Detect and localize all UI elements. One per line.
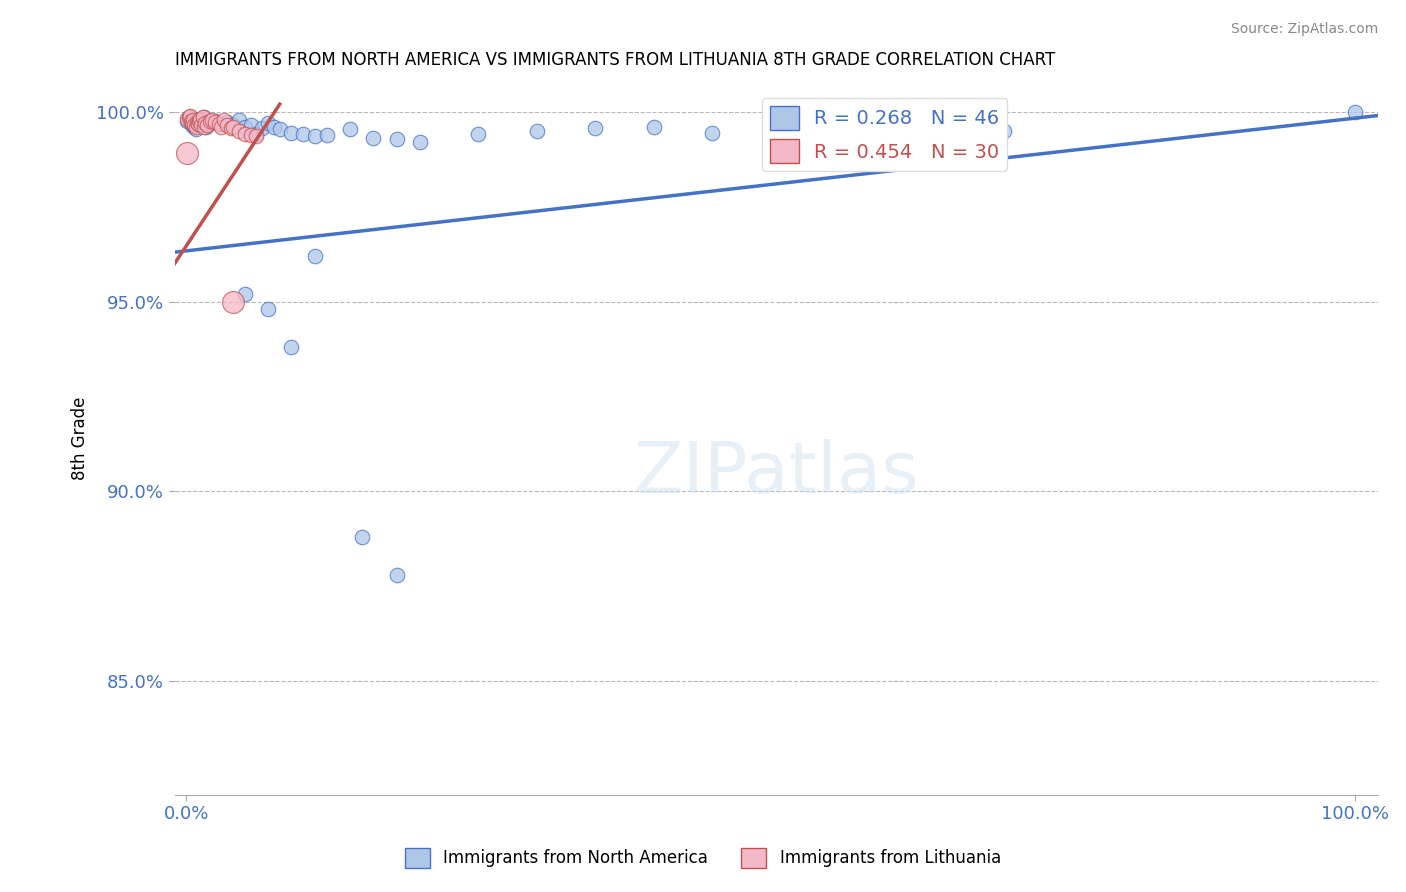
Point: [186, 115, 208, 129]
Point: [204, 115, 226, 129]
Point: [263, 120, 285, 134]
Point: [315, 128, 337, 143]
Point: [339, 121, 361, 136]
Point: [252, 120, 274, 135]
Point: [209, 120, 232, 134]
Point: [181, 116, 204, 130]
Point: [245, 128, 267, 142]
Point: [280, 126, 302, 140]
Point: [217, 115, 239, 129]
Point: [176, 114, 198, 128]
Point: [177, 112, 200, 127]
Point: [188, 114, 211, 128]
Point: [198, 114, 221, 128]
Point: [643, 120, 665, 134]
Point: [204, 114, 226, 128]
Point: [350, 530, 373, 544]
Point: [217, 118, 239, 132]
Point: [195, 118, 218, 132]
Point: [361, 130, 384, 145]
Legend: R = 0.268   N = 46, R = 0.454   N = 30: R = 0.268 N = 46, R = 0.454 N = 30: [762, 98, 1007, 171]
Point: [233, 287, 256, 301]
Point: [876, 126, 898, 140]
Point: [239, 128, 262, 143]
Point: [181, 113, 204, 128]
Point: [222, 120, 245, 134]
Point: [212, 113, 235, 128]
Point: [181, 118, 204, 132]
Text: IMMIGRANTS FROM NORTH AMERICA VS IMMIGRANTS FROM LITHUANIA 8TH GRADE CORRELATION: IMMIGRANTS FROM NORTH AMERICA VS IMMIGRA…: [174, 51, 1054, 69]
Point: [181, 113, 204, 128]
Point: [219, 120, 242, 135]
Point: [187, 117, 209, 131]
Point: [179, 108, 201, 122]
Point: [179, 111, 201, 125]
Point: [193, 111, 215, 125]
Point: [700, 126, 723, 140]
Point: [191, 111, 214, 125]
Point: [304, 249, 326, 263]
Point: [269, 121, 291, 136]
Point: [208, 117, 231, 131]
Point: [187, 117, 209, 131]
Point: [1344, 104, 1367, 119]
Point: [180, 114, 202, 128]
Text: ZIPatlas: ZIPatlas: [634, 440, 920, 508]
Point: [194, 116, 217, 130]
Point: [177, 111, 200, 125]
Point: [993, 124, 1015, 138]
Point: [193, 120, 215, 134]
Point: [222, 294, 245, 309]
Point: [188, 114, 211, 128]
Point: [188, 112, 211, 127]
Point: [184, 120, 207, 134]
Legend: Immigrants from North America, Immigrants from Lithuania: Immigrants from North America, Immigrant…: [398, 841, 1008, 875]
Point: [239, 118, 262, 132]
Point: [304, 129, 326, 144]
Y-axis label: 8th Grade: 8th Grade: [72, 397, 89, 480]
Point: [190, 118, 212, 132]
Point: [280, 340, 302, 354]
Point: [292, 128, 315, 142]
Point: [198, 116, 221, 130]
Point: [222, 118, 245, 132]
Point: [409, 135, 432, 149]
Point: [186, 115, 208, 129]
Point: [183, 118, 205, 132]
Point: [188, 112, 211, 127]
Point: [228, 113, 250, 128]
Point: [209, 117, 232, 131]
Point: [257, 116, 280, 130]
Point: [385, 132, 408, 146]
Point: [818, 121, 841, 136]
Point: [245, 129, 267, 144]
Point: [583, 120, 606, 135]
Text: Source: ZipAtlas.com: Source: ZipAtlas.com: [1230, 22, 1378, 37]
Point: [526, 124, 548, 138]
Point: [184, 121, 207, 136]
Point: [176, 112, 198, 127]
Point: [183, 120, 205, 134]
Point: [759, 131, 782, 145]
Point: [228, 124, 250, 138]
Point: [467, 128, 489, 142]
Point: [180, 116, 202, 130]
Point: [176, 146, 198, 161]
Point: [257, 302, 280, 317]
Point: [195, 120, 218, 134]
Point: [233, 128, 256, 142]
Point: [233, 120, 256, 134]
Point: [385, 567, 408, 582]
Point: [190, 118, 212, 132]
Point: [201, 113, 224, 128]
